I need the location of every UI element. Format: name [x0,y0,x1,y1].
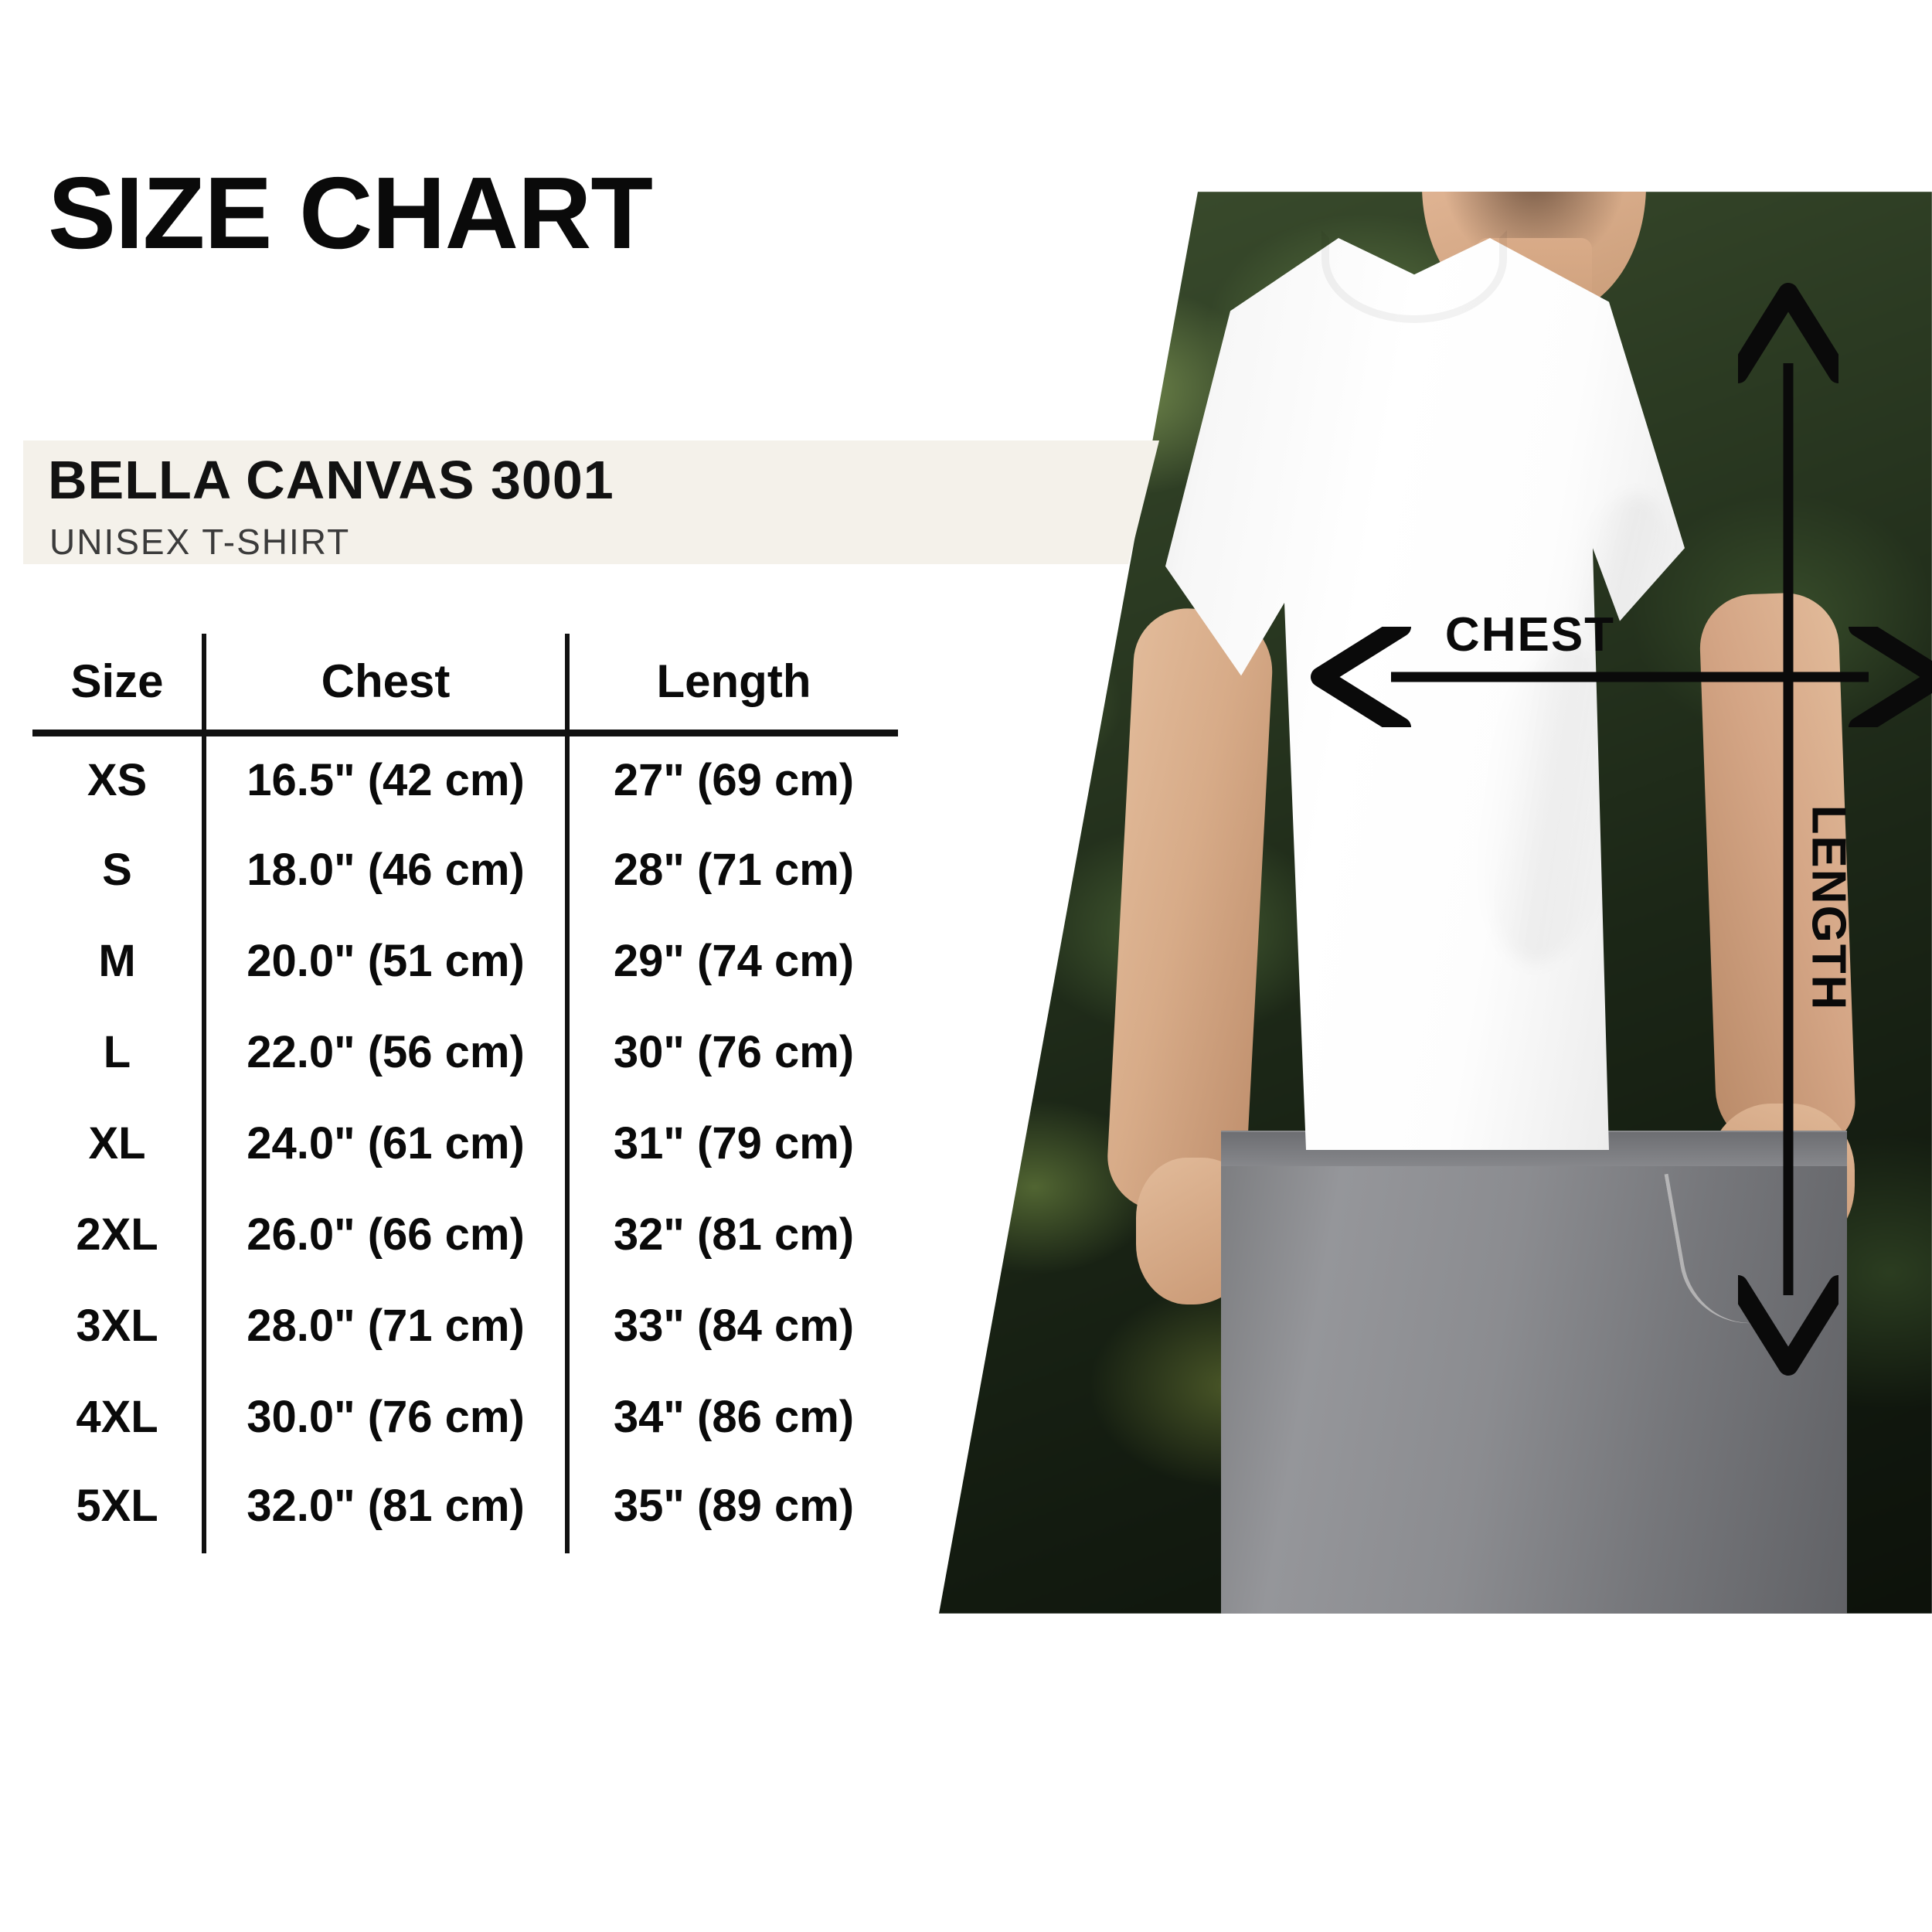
cell-chest: 20.0" (51 cm) [202,915,567,1006]
cell-size: L [103,1026,131,1077]
table-row: 2XL 26.0" (66 cm) 32" (81 cm) [32,1189,898,1280]
cell-chest: 30.0" (76 cm) [202,1371,567,1462]
column-header-chest: Chest [202,634,567,733]
cell-size: 2XL [76,1209,158,1260]
column-header-size: Size [70,655,164,708]
cell-size: XL [88,1117,146,1168]
brand-name: BELLA CANVAS 3001 [48,450,614,510]
size-table: Size Chest Length XS 16.5" (42 cm) 27" (… [32,634,898,1553]
cell-length: 30" (76 cm) [565,1006,898,1097]
column-header-length: Length [565,634,898,733]
model-photo-panel [939,192,1932,1614]
length-measure-label: LENGTH [1801,804,1855,1012]
table-row: XL 24.0" (61 cm) 31" (79 cm) [32,1097,898,1189]
table-row: 5XL 32.0" (81 cm) 35" (89 cm) [32,1462,898,1553]
cell-length: 35" (89 cm) [565,1462,898,1553]
cell-size: M [98,935,136,986]
brand-band [23,440,1159,564]
brand-subtitle: UNISEX T-SHIRT [49,522,351,562]
table-row: XS 16.5" (42 cm) 27" (69 cm) [32,733,898,824]
cell-size: 4XL [76,1391,158,1442]
cell-size: 3XL [76,1300,158,1351]
cell-size: S [102,844,132,895]
cell-length: 28" (71 cm) [565,824,898,915]
cell-chest: 22.0" (56 cm) [202,1006,567,1097]
cell-chest: 18.0" (46 cm) [202,824,567,915]
chest-measure-label: CHEST [1444,608,1616,662]
size-table-wrapper: Size Chest Length XS 16.5" (42 cm) 27" (… [32,634,898,1553]
table-header-row: Size Chest Length [32,634,898,733]
page-title: SIZE CHART [48,156,653,270]
cell-chest: 28.0" (71 cm) [202,1280,567,1371]
cell-length: 29" (74 cm) [565,915,898,1006]
cell-length: 34" (86 cm) [565,1371,898,1462]
cell-length: 27" (69 cm) [565,733,898,824]
cell-length: 31" (79 cm) [565,1097,898,1189]
cell-chest: 24.0" (61 cm) [202,1097,567,1189]
table-row: M 20.0" (51 cm) 29" (74 cm) [32,915,898,1006]
cell-chest: 16.5" (42 cm) [202,733,567,824]
cell-size: XS [87,754,148,805]
cell-length: 32" (81 cm) [565,1189,898,1280]
table-row: 4XL 30.0" (76 cm) 34" (86 cm) [32,1371,898,1462]
cell-chest: 32.0" (81 cm) [202,1462,567,1553]
size-table-head: Size Chest Length [32,634,898,733]
table-row: 3XL 28.0" (71 cm) 33" (84 cm) [32,1280,898,1371]
table-row: L 22.0" (56 cm) 30" (76 cm) [32,1006,898,1097]
cell-length: 33" (84 cm) [565,1280,898,1371]
cell-size: 5XL [76,1480,158,1531]
table-row: S 18.0" (46 cm) 28" (71 cm) [32,824,898,915]
tshirt-neckline [1321,230,1507,323]
size-table-body: XS 16.5" (42 cm) 27" (69 cm) S 18.0" (46… [32,733,898,1553]
cell-chest: 26.0" (66 cm) [202,1189,567,1280]
